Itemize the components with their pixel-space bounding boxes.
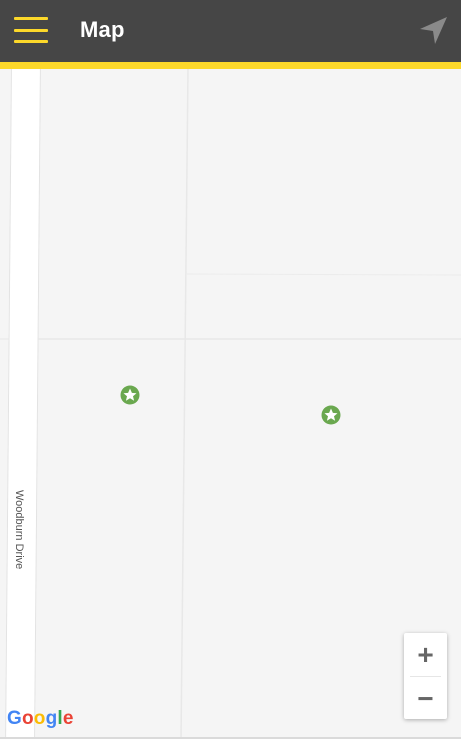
hamburger-menu-icon[interactable] [14,17,48,43]
street-label: Woodburn Drive [13,490,25,570]
zoom-controls: + − [404,633,447,719]
logo-letter: o [21,708,34,729]
bottom-divider [0,737,461,739]
zoom-divider [410,676,441,677]
google-logo: Google [7,708,74,730]
page-title: Map [80,17,125,42]
app-bar: Map [0,0,461,62]
map-parcels [0,69,461,739]
star-marker-icon[interactable] [321,405,341,425]
map-view[interactable]: Woodburn Drive [0,69,461,739]
logo-letter: g [45,708,58,729]
star-marker-icon[interactable] [120,385,140,405]
logo-letter: G [7,708,22,729]
logo-letter: l [57,708,63,729]
woodburn-drive-road [5,69,41,739]
zoom-in-button[interactable]: + [417,638,434,670]
logo-letter: e [62,708,74,729]
accent-bar [0,62,461,69]
navigation-arrow-icon[interactable] [417,14,449,46]
zoom-out-button[interactable]: − [417,682,434,714]
logo-letter: o [33,708,46,729]
